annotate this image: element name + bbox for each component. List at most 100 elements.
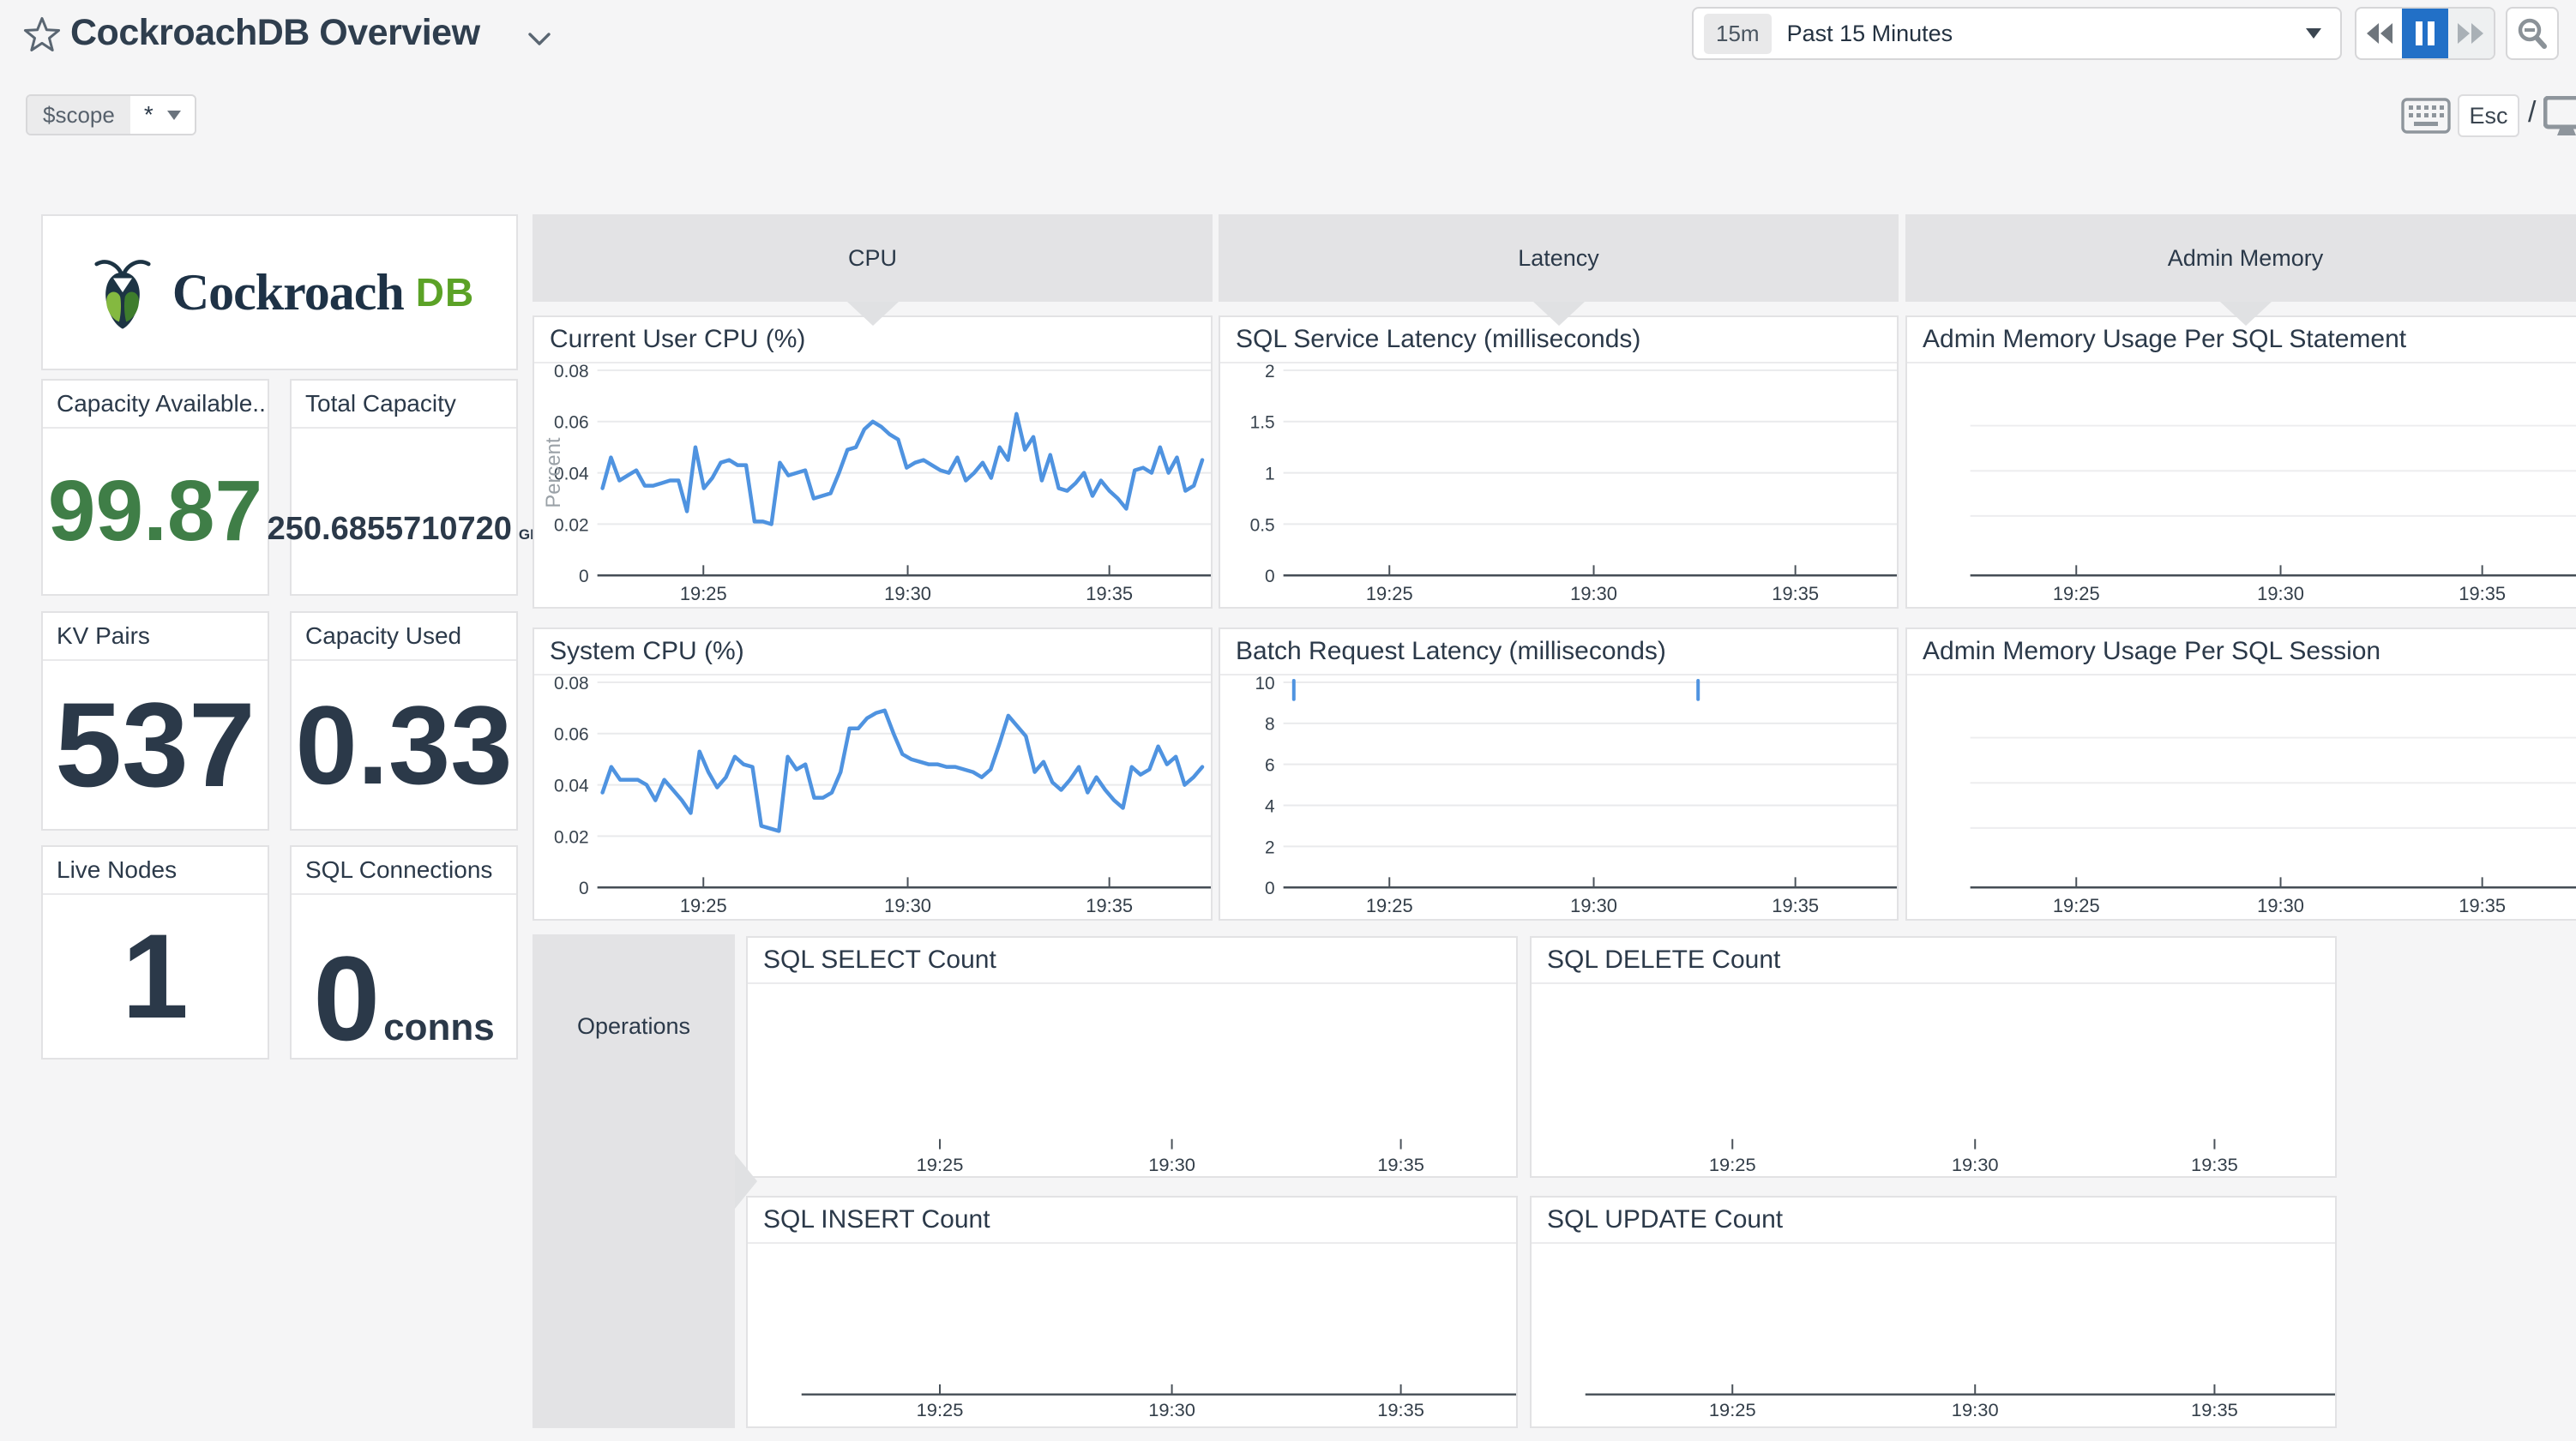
chart-title: SQL UPDATE Count xyxy=(1532,1198,2335,1244)
group-header-cpu[interactable]: CPU xyxy=(533,214,1213,302)
time-range-badge: 15m xyxy=(1704,13,1772,54)
svg-text:19:30: 19:30 xyxy=(1952,1154,1999,1175)
svg-text:0.04: 0.04 xyxy=(554,465,589,484)
chart-current-user-cpu[interactable]: Current User CPU (%) 0.08 0.06 0.04 0.02 0 19… xyxy=(533,315,1213,609)
fullscreen-monitor-icon[interactable] xyxy=(2543,96,2576,137)
svg-text:0.06: 0.06 xyxy=(554,413,589,433)
timeseries-plot[interactable]: 10 8 6 4 2 0 19:25 19:30 19:35 xyxy=(1220,675,1897,919)
stat-widget-capacity-used[interactable]: Capacity Used 0.33 xyxy=(290,611,518,831)
time-range-picker[interactable]: 15m Past 15 Minutes xyxy=(1692,7,2342,60)
zoom-out-button[interactable] xyxy=(2506,7,2559,60)
svg-text:19:30: 19:30 xyxy=(1148,1154,1195,1175)
svg-text:2: 2 xyxy=(1265,838,1275,857)
chart-sql-delete-count[interactable]: SQL DELETE Count 19:25 19:30 19:35 xyxy=(1530,936,2337,1178)
svg-text:0: 0 xyxy=(1265,567,1275,586)
chart-system-cpu[interactable]: System CPU (%) 0.08 0.06 0.04 0.02 0 19:25 19:… xyxy=(533,627,1213,921)
stat-value: 0.33 xyxy=(295,682,513,808)
stat-label: SQL Connections xyxy=(292,847,516,895)
keyboard-icon[interactable] xyxy=(2401,98,2451,134)
svg-text:19:30: 19:30 xyxy=(1952,1399,1999,1420)
svg-text:0.08: 0.08 xyxy=(554,363,589,381)
svg-text:10: 10 xyxy=(1255,675,1274,693)
zoom-out-icon xyxy=(2518,18,2547,49)
group-header-operations[interactable]: Operations xyxy=(533,934,757,1428)
svg-text:1: 1 xyxy=(1265,465,1275,484)
stat-widget-capacity-available[interactable]: Capacity Available... 99.87 xyxy=(41,379,269,596)
chart-admin-memory-per-sql-statement[interactable]: Admin Memory Usage Per SQL Statement 19:… xyxy=(1905,315,2576,609)
chart-title: Current User CPU (%) xyxy=(534,317,1211,363)
group-notch-latency xyxy=(1533,302,1585,326)
svg-text:19:30: 19:30 xyxy=(1570,583,1617,604)
group-header-admin-memory[interactable]: Admin Memory xyxy=(1905,214,2576,302)
timeseries-plot[interactable]: 0.08 0.06 0.04 0.02 0 19:25 19:30 19:35 Percent xyxy=(534,363,1211,607)
chart-title: SQL Service Latency (milliseconds) xyxy=(1220,317,1897,363)
svg-text:0.08: 0.08 xyxy=(554,675,589,693)
stat-value: 250.6855710720 xyxy=(267,511,512,547)
svg-text:19:25: 19:25 xyxy=(1366,583,1413,604)
chart-title: System CPU (%) xyxy=(534,629,1211,675)
svg-text:2: 2 xyxy=(1265,363,1275,381)
svg-text:19:25: 19:25 xyxy=(917,1399,964,1420)
template-variable-scope[interactable]: $scope * xyxy=(26,94,196,135)
timeseries-plot[interactable]: 2 1.5 1 0.5 0 19:25 19:30 19:35 xyxy=(1220,363,1897,607)
timeseries-plot[interactable]: 19:25 19:30 19:35 xyxy=(1907,675,2576,919)
stat-label: Live Nodes xyxy=(43,847,268,895)
svg-text:19:35: 19:35 xyxy=(2191,1154,2238,1175)
svg-text:19:35: 19:35 xyxy=(2459,583,2506,604)
timeseries-plot[interactable]: 0.08 0.06 0.04 0.02 0 19:25 19:30 19:35 xyxy=(534,675,1211,919)
pause-button[interactable] xyxy=(2402,9,2448,58)
svg-text:19:30: 19:30 xyxy=(1148,1399,1195,1420)
timeseries-plot[interactable]: 19:25 19:30 19:35 xyxy=(1907,363,2576,607)
dropdown-caret-icon xyxy=(2306,28,2321,39)
stat-widget-total-capacity[interactable]: Total Capacity 250.6855710720 GB xyxy=(268,379,540,596)
stat-unit: conns xyxy=(383,1006,495,1048)
stat-widget-sql-connections[interactable]: SQL Connections 0 conns xyxy=(290,845,518,1066)
timeseries-plot[interactable]: 19:25 19:30 19:35 xyxy=(748,984,1516,1176)
scope-value-dropdown[interactable]: * xyxy=(129,96,195,134)
fast-forward-button[interactable] xyxy=(2447,9,2494,58)
cockroach-bug-icon xyxy=(94,260,151,329)
time-range-label: Past 15 Minutes xyxy=(1786,20,1953,46)
chart-sql-update-count[interactable]: SQL UPDATE Count 19:25 19:30 19:35 xyxy=(1530,1196,2337,1428)
logo-widget[interactable]: Cockroach DB xyxy=(41,214,518,370)
timeseries-plot[interactable]: 19:25 19:30 19:35 xyxy=(1532,984,2335,1176)
svg-text:19:35: 19:35 xyxy=(1772,583,1819,604)
chart-batch-request-latency[interactable]: Batch Request Latency (milliseconds) 10 8… xyxy=(1219,627,1899,921)
group-header-latency[interactable]: Latency xyxy=(1219,214,1899,302)
svg-text:19:25: 19:25 xyxy=(1709,1154,1756,1175)
chart-sql-service-latency[interactable]: SQL Service Latency (milliseconds) 2 1.5 1… xyxy=(1219,315,1899,609)
svg-text:19:25: 19:25 xyxy=(917,1154,964,1175)
stat-value: 1 xyxy=(122,909,189,1043)
rewind-icon xyxy=(2366,23,2392,44)
svg-text:8: 8 xyxy=(1265,715,1275,735)
svg-text:0.02: 0.02 xyxy=(554,827,589,847)
chart-sql-insert-count[interactable]: SQL INSERT Count 19:25 19:30 19:35 xyxy=(746,1196,1518,1428)
playback-controls xyxy=(2355,7,2495,60)
esc-shortcut-button[interactable]: Esc xyxy=(2458,94,2519,137)
stat-label: Capacity Used xyxy=(292,613,516,661)
group-label: Operations xyxy=(576,1013,691,1039)
svg-text:19:35: 19:35 xyxy=(1086,895,1133,916)
svg-text:19:25: 19:25 xyxy=(2053,895,2100,916)
stat-widget-kv-pairs[interactable]: KV Pairs 537 xyxy=(41,611,269,831)
fast-forward-icon xyxy=(2458,23,2484,44)
logo-wordmark: Cockroach xyxy=(172,263,405,321)
chart-title: SQL DELETE Count xyxy=(1532,938,2335,984)
svg-text:19:30: 19:30 xyxy=(2257,895,2304,916)
svg-text:6: 6 xyxy=(1265,756,1275,776)
svg-text:19:35: 19:35 xyxy=(1086,583,1133,604)
svg-text:19:35: 19:35 xyxy=(2459,895,2506,916)
scope-key-label: $scope xyxy=(27,96,130,134)
timeseries-plot[interactable]: 19:25 19:30 19:35 xyxy=(1532,1244,2335,1426)
chart-admin-memory-per-sql-session[interactable]: Admin Memory Usage Per SQL Session 19:25… xyxy=(1905,627,2576,921)
rewind-button[interactable] xyxy=(2356,9,2402,58)
svg-text:19:35: 19:35 xyxy=(1772,895,1819,916)
chevron-down-icon[interactable] xyxy=(527,31,552,48)
dropdown-caret-icon xyxy=(166,110,181,120)
chart-sql-select-count[interactable]: SQL SELECT Count 19:25 19:30 19:35 xyxy=(746,936,1518,1178)
timeseries-plot[interactable]: 19:25 19:30 19:35 xyxy=(748,1244,1516,1426)
favorite-star-icon[interactable] xyxy=(22,15,62,55)
group-notch-admin-memory xyxy=(2220,302,2272,326)
svg-text:19:35: 19:35 xyxy=(1377,1399,1424,1420)
stat-widget-live-nodes[interactable]: Live Nodes 1 xyxy=(41,845,269,1060)
